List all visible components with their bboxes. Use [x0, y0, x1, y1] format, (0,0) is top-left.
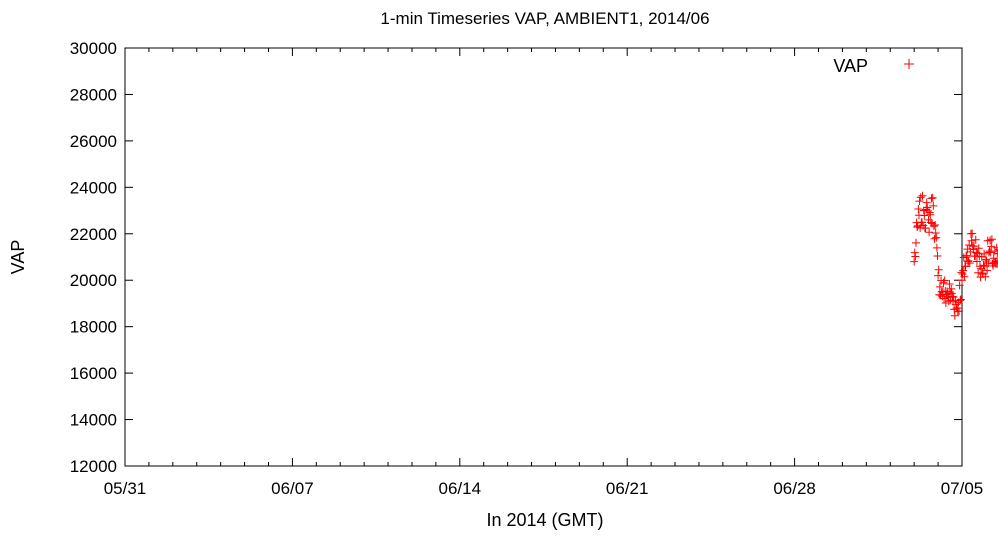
data-point	[927, 194, 936, 203]
x-tick-label: 07/05	[941, 479, 984, 498]
data-point	[953, 304, 962, 313]
data-point	[917, 218, 926, 227]
data-point	[930, 234, 939, 243]
data-point	[931, 220, 940, 229]
x-axis-label: In 2014 (GMT)	[486, 510, 603, 530]
data-point	[963, 257, 972, 266]
data-point	[925, 228, 934, 237]
data-point	[987, 235, 996, 244]
data-point	[955, 281, 964, 290]
data-point	[962, 251, 971, 260]
data-point	[933, 251, 942, 260]
legend-marker	[904, 59, 914, 69]
data-point	[979, 261, 988, 270]
data-point	[946, 288, 955, 297]
data-point	[911, 252, 920, 261]
data-point	[982, 257, 991, 266]
data-point	[949, 292, 958, 301]
legend-label: VAP	[833, 56, 868, 76]
data-point	[939, 278, 948, 287]
y-tick-label: 12000	[70, 457, 117, 476]
data-point	[945, 279, 954, 288]
data-point	[955, 307, 964, 316]
data-point	[981, 272, 990, 281]
data-point	[971, 235, 980, 244]
y-tick-label: 14000	[70, 411, 117, 430]
data-point	[960, 272, 969, 281]
data-point	[987, 242, 996, 251]
chart-title: 1-min Timeseries VAP, AMBIENT1, 2014/06	[380, 9, 709, 28]
x-tick-label: 06/28	[773, 479, 816, 498]
data-point	[950, 311, 959, 320]
data-point	[934, 271, 943, 280]
x-tick-label: 05/31	[104, 479, 147, 498]
data-point	[911, 238, 920, 247]
data-point	[921, 223, 930, 232]
data-point	[914, 204, 923, 213]
y-axis: 12000 14000 16000 18000 20000 22000 24000 26000…	[70, 39, 962, 476]
data-point	[947, 284, 956, 293]
data-point	[972, 248, 981, 257]
data-point	[928, 193, 937, 202]
data-point	[931, 228, 940, 237]
data-point	[934, 265, 943, 274]
data-point	[910, 257, 919, 266]
data-point	[992, 243, 998, 252]
y-tick-label: 18000	[70, 318, 117, 337]
data-point	[992, 257, 998, 266]
legend-marker-icon	[904, 59, 914, 69]
data-point	[965, 241, 974, 250]
data-point	[967, 236, 976, 245]
x-tick-label: 06/21	[606, 479, 649, 498]
data-point	[980, 249, 989, 258]
data-point	[986, 248, 995, 257]
data-point	[948, 292, 957, 301]
y-tick-label: 30000	[70, 39, 117, 58]
data-point	[968, 229, 977, 238]
data-point	[961, 262, 970, 271]
data-point	[974, 244, 983, 253]
data-point	[940, 276, 949, 285]
data-point	[916, 193, 925, 202]
data-point	[986, 236, 995, 245]
y-tick-label: 26000	[70, 132, 117, 151]
x-tick-label: 06/07	[271, 479, 314, 498]
data-point	[965, 259, 974, 268]
data-point	[995, 260, 998, 262]
y-tick-label: 24000	[70, 178, 117, 197]
data-point	[920, 211, 929, 220]
data-point	[972, 257, 981, 266]
y-tick-label: 22000	[70, 225, 117, 244]
data-points	[910, 191, 998, 320]
plot-frame	[124, 47, 963, 467]
data-point	[932, 243, 941, 252]
data-point	[929, 201, 938, 210]
data-point	[915, 197, 924, 206]
data-point	[959, 266, 968, 275]
y-tick-label: 16000	[70, 364, 117, 383]
y-axis-label: VAP	[8, 240, 28, 275]
data-point	[932, 233, 941, 242]
data-point	[935, 282, 944, 291]
data-point	[969, 242, 978, 251]
data-point	[923, 203, 932, 212]
data-point	[926, 210, 935, 219]
data-point	[918, 191, 927, 200]
data-point	[957, 268, 966, 277]
data-point	[956, 295, 965, 304]
y-tick-label: 28000	[70, 85, 117, 104]
data-point	[910, 248, 919, 257]
data-point	[995, 266, 998, 268]
data-point	[994, 245, 998, 254]
data-point	[922, 198, 931, 207]
y-tick-label: 20000	[70, 271, 117, 290]
x-axis: 05/31 06/07 06/14 06/21 06/28 07/05	[104, 48, 984, 498]
legend: VAP	[833, 56, 914, 76]
x-tick-label: 06/14	[439, 479, 482, 498]
data-point	[962, 253, 971, 261]
data-point	[956, 296, 965, 305]
data-point	[983, 266, 992, 275]
data-point	[929, 222, 938, 231]
